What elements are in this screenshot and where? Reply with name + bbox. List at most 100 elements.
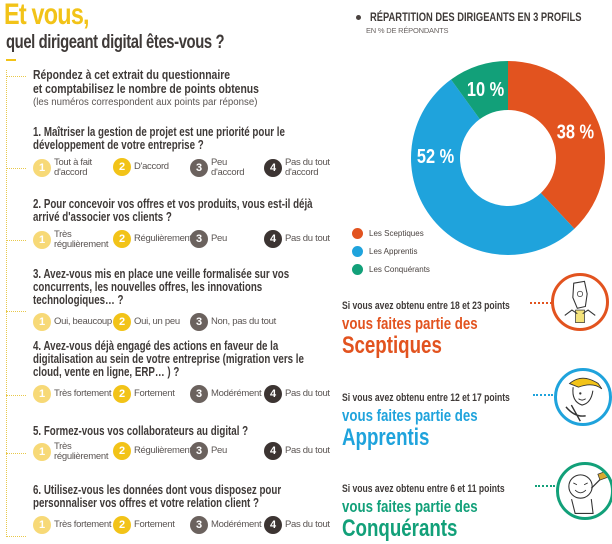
points-badge: 3 [190,159,208,177]
dotted-connector-tick [6,311,26,312]
answer-option[interactable]: 1 Très fortement [33,385,112,403]
quiz-intro: Répondez à cet extrait du questionnaire … [33,68,315,109]
chart-legend: Les Sceptiques Les Apprentis Les Conquér… [352,224,430,278]
legend-item: Les Apprentis [352,242,430,260]
answer-label: Oui, beaucoup [54,316,112,327]
slice-data-label: 10 % [467,77,504,100]
answer-label: Très régulièrement [54,229,109,250]
question-text: 1. Maîtriser la gestion de projet est un… [33,125,285,152]
points-badge: 2 [113,158,131,176]
dotted-connector-line [6,70,7,537]
intro-line-2: et comptabilisez le nombre de points obt… [33,81,259,96]
chart-title: RÉPARTITION DES DIRIGEANTS EN 3 PROFILS [370,10,582,24]
answer-option[interactable]: 3 Non, pas du tout [190,313,276,331]
points-badge: 2 [113,313,131,331]
dotted-leader [535,485,555,487]
question-text: 2. Pour concevoir vos offres et vos prod… [33,197,313,224]
dotted-connector-tick [6,395,26,396]
profile-name: Apprentis [342,424,430,451]
answer-option[interactable]: 4 Pas du tout [264,230,330,248]
question-text: 4. Avez-vous déjà engagé des actions en … [33,340,333,379]
profile-lead: vous faites partie des [342,314,478,333]
points-badge: 3 [190,385,208,403]
dotted-connector-tick [6,76,26,77]
dotted-connector-tick [6,536,26,537]
answer-options: 1 Oui, beaucoup 2 Oui, un peu 3 Non, pas du… [33,313,333,339]
answer-label: Fortement [134,388,175,399]
points-badge: 2 [113,230,131,248]
question-6: 6. Utilisez-vous les données dont vous d… [33,484,333,542]
answer-option[interactable]: 1 Très régulièrement [33,229,109,250]
question-3: 3. Avez-vous mis en place une veille for… [33,268,333,339]
answer-label: Pas du tout d'accord [285,157,330,178]
question-text: 5. Formez-vous vos collaborateurs au dig… [33,424,249,438]
profile-condition: Si vous avez obtenu entre 12 et 17 point… [342,392,510,404]
profile-name: Conquérants [342,515,458,542]
legend-swatch [352,263,363,275]
points-badge: 1 [33,385,51,403]
answer-options: 1 Très régulièrement 2 Régulièrement 3 Peu … [33,230,333,256]
answer-option[interactable]: 3 Peu d'accord [190,158,257,178]
answer-options: 1 Très fortement 2 Fortement 3 Modérément 4… [33,516,333,542]
answer-option[interactable]: 2 Régulièrement [113,442,192,460]
question-text: 3. Avez-vous mis en place une veille for… [33,267,290,307]
points-badge: 4 [264,516,282,534]
points-badge: 4 [264,159,282,177]
answer-label: Peu d'accord [211,157,245,178]
legend-swatch [352,227,363,239]
slice-conquerants [450,61,508,120]
slice-sceptiques [508,61,605,229]
answer-label: Modérément [211,388,262,399]
answer-option[interactable]: 4 Pas du tout [264,516,330,534]
answer-label: Pas du tout [285,445,330,456]
question-4: 4. Avez-vous déjà engagé des actions en … [33,340,333,411]
answer-option[interactable]: 3 Peu [190,230,227,248]
answer-option[interactable]: 2 Régulièrement [113,230,192,248]
answer-label: Très régulièrement [54,441,109,462]
dotted-leader [530,302,552,304]
answer-option[interactable]: 3 Modérément [190,516,262,534]
answer-options: 1 Très régulièrement 2 Régulièrement 3 Peu … [33,442,333,468]
answer-label: Peu [211,445,228,456]
question-text: 6. Utilisez-vous les données dont vous d… [33,483,282,510]
points-badge: 1 [33,516,51,534]
profile-lead: vous faites partie des [342,497,478,516]
profile-condition: Si vous avez obtenu entre 6 et 11 points [342,483,505,495]
answer-label: Non, pas du tout [211,316,276,327]
answer-option[interactable]: 2 D'accord [113,158,169,176]
answer-option[interactable]: 4 Pas du tout [264,385,330,403]
donut-chart: 38 % 52 % 10 % [410,61,605,256]
answer-option[interactable]: 1 Très fortement [33,516,112,534]
apprenti-avatar-icon [554,368,612,426]
slice-data-label: 52 % [417,144,454,167]
answer-option[interactable]: 4 Pas du tout [264,442,330,460]
answer-label: Tout à fait d'accord [54,157,92,178]
answer-label: Très fortement [54,519,112,530]
answer-option[interactable]: 4 Pas du tout d'accord [264,158,335,178]
intro-line-1: Répondez à cet extrait du questionnaire [33,67,231,82]
points-badge: 2 [113,442,131,460]
question-2: 2. Pour concevoir vos offres et vos prod… [33,198,333,256]
legend-label: Les Conquérants [369,264,430,274]
question-5: 5. Formez-vous vos collaborateurs au dig… [33,425,333,468]
answer-option[interactable]: 2 Fortement [113,516,175,534]
legend-item: Les Conquérants [352,260,430,278]
answer-option[interactable]: 3 Modérément [190,385,262,403]
points-badge: 4 [264,385,282,403]
answer-option[interactable]: 2 Fortement [113,385,175,403]
points-badge: 1 [33,231,51,249]
answer-option[interactable]: 1 Tout à fait d'accord [33,158,100,178]
chart-header: RÉPARTITION DES DIRIGEANTS EN 3 PROFILS [356,10,612,24]
question-1: 1. Maîtriser la gestion de projet est un… [33,126,333,184]
answer-option[interactable]: 1 Oui, beaucoup [33,313,112,331]
answer-label: Régulièrement [134,233,192,244]
intro-note: (les numéros correspondent aux points pa… [33,96,258,108]
answer-option[interactable]: 2 Oui, un peu [113,313,180,331]
points-badge: 3 [190,313,208,331]
answer-options: 1 Très fortement 2 Fortement 3 Modérément 4… [33,385,333,411]
answer-label: Pas du tout [285,388,330,399]
answer-option[interactable]: 3 Peu [190,442,227,460]
dotted-leader [533,394,553,396]
points-badge: 3 [190,442,208,460]
answer-option[interactable]: 1 Très régulièrement [33,441,109,462]
